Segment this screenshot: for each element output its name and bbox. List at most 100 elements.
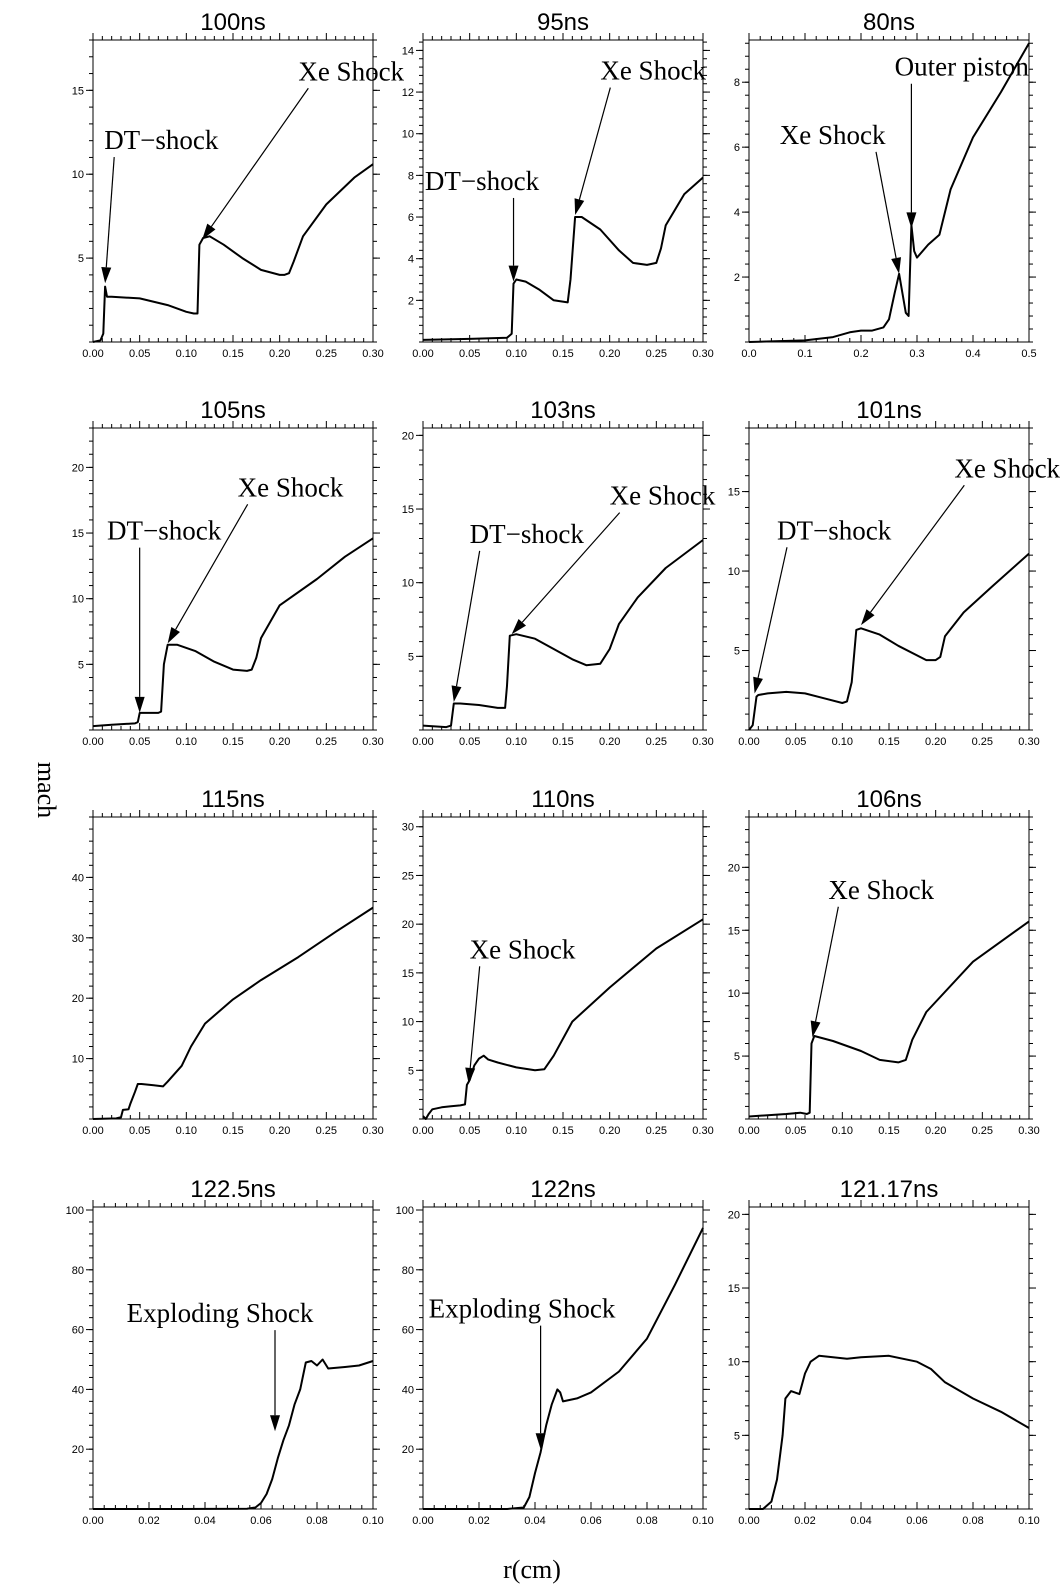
y-tick-label: 60 (402, 1325, 414, 1337)
mach-curve (748, 552, 1030, 731)
x-tick-label: 0.08 (306, 1515, 327, 1527)
x-tick-label: 0.00 (82, 348, 103, 360)
x-tick-label: 0.06 (250, 1515, 271, 1527)
x-tick-label: 0.15 (552, 1125, 573, 1137)
panel-title: 121.17ns (840, 1176, 939, 1203)
x-tick-label: 0.00 (738, 1515, 759, 1527)
x-tick-label: 0.10 (832, 1125, 853, 1137)
annotation-arrow-shaft (578, 87, 611, 200)
y-tick-label: 5 (78, 253, 84, 265)
x-tick-label: 0.15 (222, 348, 243, 360)
y-tick-label: 2 (408, 295, 414, 307)
x-tick-label: 0.30 (692, 736, 713, 748)
annotation-arrow-head (753, 676, 763, 694)
x-tick-label: 0.3 (909, 348, 924, 360)
panel-title: 105ns (200, 397, 265, 424)
x-tick-label: 0.30 (692, 348, 713, 360)
annotation-arrow-shaft (870, 484, 965, 613)
annotation-label: Xe Shock (828, 875, 934, 905)
annotation-arrow-head (574, 198, 585, 215)
y-tick-label: 5 (408, 1065, 414, 1077)
annotation-arrow-head (810, 1020, 821, 1038)
y-tick-label: 8 (734, 77, 740, 89)
y-tick-label: 40 (72, 872, 84, 884)
annotation-label: Outer piston (895, 52, 1030, 82)
x-tick-label: 0.4 (965, 348, 980, 360)
plot-frame (422, 1206, 704, 1510)
x-axis-label: r(cm) (503, 1555, 561, 1584)
panel-title: 101ns (856, 397, 921, 424)
x-tick-label: 0.10 (176, 348, 197, 360)
panel-3: 105ns 0.00 0.05 0.10 0.15 0.20 0.25 0.30 5 10 15 20… (72, 397, 384, 748)
y-tick-label: 10 (72, 1054, 84, 1066)
x-tick-label: 0.20 (599, 736, 620, 748)
x-tick-label: 0.06 (906, 1515, 927, 1527)
y-tick-label: 12 (402, 87, 414, 99)
annotation-label: DT−shock (107, 516, 222, 546)
x-tick-label: 0.15 (552, 348, 573, 360)
x-tick-label: 0.10 (506, 736, 527, 748)
y-tick-label: 5 (734, 646, 740, 658)
x-tick-label: 0.05 (785, 1125, 806, 1137)
x-tick-label: 0.04 (850, 1515, 871, 1527)
x-tick-label: 0.10 (506, 348, 527, 360)
annotation-arrow-head (451, 685, 462, 703)
x-tick-label: 0.15 (222, 1125, 243, 1137)
panel-8: 106ns 0.00 0.05 0.10 0.15 0.20 0.25 0.30 5 10 15 20… (728, 786, 1040, 1137)
panels: 100ns 0.00 0.05 0.10 0.15 0.20 0.25 0.30 5 10 15 DT… (66, 9, 1061, 1527)
annotation-arrow-head (906, 212, 917, 229)
y-tick-label: 10 (728, 566, 740, 578)
x-tick-label: 0.02 (794, 1515, 815, 1527)
plot-frame (422, 816, 704, 1120)
annotation-arrow-head (167, 626, 180, 644)
annotation-label: Xe Shock (610, 481, 716, 511)
plot-frame (92, 816, 374, 1120)
x-tick-label: 0.20 (269, 1125, 290, 1137)
annotation-label: Exploding Shock (429, 1294, 616, 1324)
annotation-label: Xe Shock (238, 472, 344, 502)
mach-curve (423, 1227, 704, 1510)
y-tick-label: 5 (734, 1430, 740, 1442)
mach-curve (422, 918, 704, 1120)
plot-frame (748, 816, 1030, 1120)
panel-title: 100ns (200, 9, 265, 36)
plot-frame (748, 1206, 1030, 1510)
x-tick-label: 0.00 (738, 1125, 759, 1137)
x-tick-label: 0.10 (692, 1515, 713, 1527)
y-tick-label: 4 (408, 254, 414, 266)
panel-title: 80ns (863, 9, 915, 36)
mach-curve (748, 920, 1030, 1118)
y-tick-label: 4 (734, 207, 740, 219)
y-tick-label: 15 (72, 528, 84, 540)
annotation-label: DT−shock (470, 519, 585, 549)
mach-curve (92, 163, 374, 343)
x-tick-label: 0.00 (412, 736, 433, 748)
panel-7: 110ns 0.00 0.05 0.10 0.15 0.20 0.25 0.30 5 10 15 20… (402, 786, 714, 1137)
y-tick-label: 2 (734, 272, 740, 284)
y-tick-label: 14 (402, 45, 414, 57)
x-tick-label: 0.30 (362, 736, 383, 748)
x-tick-label: 0.00 (738, 736, 759, 748)
annotation-arrow-head (465, 1067, 476, 1084)
y-tick-label: 40 (72, 1384, 84, 1396)
x-tick-label: 0.30 (1018, 736, 1039, 748)
y-tick-label: 60 (72, 1325, 84, 1337)
mach-curve (422, 176, 704, 341)
annotation-label: Xe Shock (470, 934, 576, 964)
panel-title: 110ns (531, 786, 595, 813)
plot-frame (92, 1206, 374, 1510)
x-tick-label: 0.10 (832, 736, 853, 748)
y-tick-label: 15 (72, 85, 84, 97)
x-tick-label: 0.20 (925, 1125, 946, 1137)
y-tick-label: 15 (728, 487, 740, 499)
x-tick-label: 0.05 (459, 1125, 480, 1137)
x-tick-label: 0.05 (459, 736, 480, 748)
x-tick-label: 0.25 (316, 348, 337, 360)
plot-frame (422, 427, 704, 731)
panel-1: 95ns 0.00 0.05 0.10 0.15 0.20 0.25 0.30 2 4 6 8 10 12… (402, 9, 714, 360)
annotation-arrow-head (202, 223, 216, 240)
y-tick-label: 8 (408, 170, 414, 182)
x-tick-label: 0.25 (646, 1125, 667, 1137)
x-tick-label: 0.25 (316, 1125, 337, 1137)
